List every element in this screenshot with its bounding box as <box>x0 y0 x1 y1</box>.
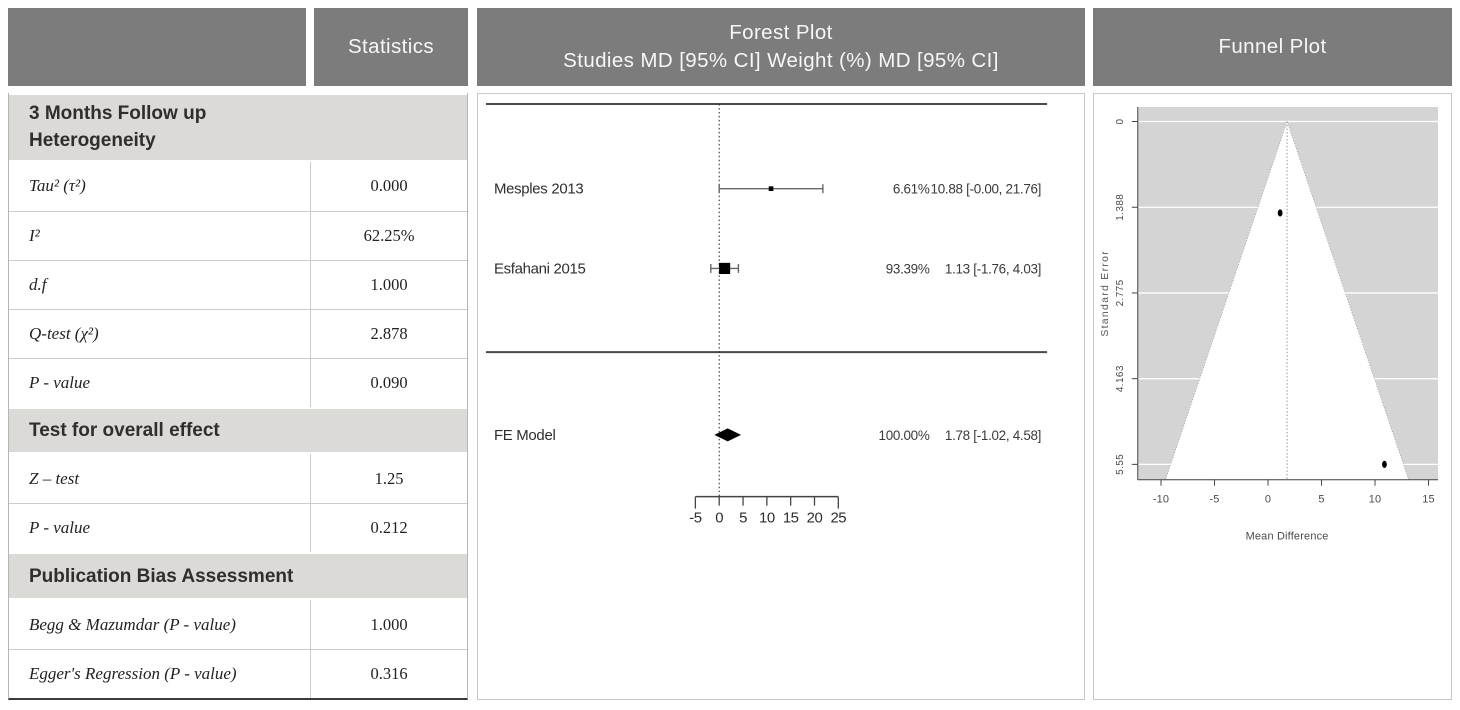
stat-value: 2.878 <box>310 309 467 358</box>
funnel-point <box>1277 209 1283 217</box>
summary-weight: 100.00% <box>879 428 930 443</box>
stat-label: P - value <box>29 372 91 392</box>
header-cell-statistics: Statistics <box>314 8 468 86</box>
stat-value: 1.000 <box>310 600 467 650</box>
stats-table-body: 3 Months Follow up Heterogeneity Tau² (τ²)… <box>8 93 468 700</box>
forest-axis-tick: 10 <box>759 510 775 527</box>
forest-plot-title: Forest Plot <box>729 21 833 45</box>
stat-value: 0.212 <box>310 504 467 553</box>
header-cell-empty <box>8 8 306 86</box>
funnel-plot-svg: 0 1.388 2.775 4.163 5.55 -10 -5 0 5 10 15 Standard … <box>1100 106 1439 543</box>
forest-plot-svg: Mesples 2013 6.61% 10.88 [-0.00, 21.76] Esf… <box>485 102 1048 527</box>
stats-row: Begg & Mazumdar (P - value) 1.000 <box>9 600 467 650</box>
funnel-y-tick: 5.55 <box>1115 454 1126 475</box>
stat-label: Tau² (τ²) <box>29 176 86 196</box>
funnel-x-axis-label: Mean Difference <box>1246 531 1329 543</box>
forest-axis-tick: -5 <box>689 510 701 527</box>
funnel-plot-panel: 0 1.388 2.775 4.163 5.55 -10 -5 0 5 10 15 Standard … <box>1093 93 1452 700</box>
forest-axis-tick: 20 <box>807 510 823 527</box>
stat-value: 0.316 <box>310 650 467 699</box>
forest-axis-tick: 0 <box>715 510 723 527</box>
stats-row: I² 62.25% <box>9 210 467 260</box>
stats-row: d.f 1.000 <box>9 259 467 309</box>
stat-label: Z – test <box>29 468 80 488</box>
stat-value: 62.25% <box>310 211 467 260</box>
stat-value: 0.090 <box>310 358 467 407</box>
funnel-x-tick: 15 <box>1422 494 1435 506</box>
study-weight: 93.39% <box>886 261 930 276</box>
funnel-point <box>1382 460 1387 468</box>
funnel-y-tick: 0 <box>1115 118 1126 124</box>
funnel-y-tick: 2.775 <box>1115 279 1126 306</box>
stats-row: Tau² (τ²) 0.000 <box>9 161 467 211</box>
stat-value: 1.25 <box>310 454 467 504</box>
study-label: Esfahani 2015 <box>494 260 586 277</box>
stat-label: P - value <box>29 518 91 538</box>
forest-plot-panel: Mesples 2013 6.61% 10.88 [-0.00, 21.76] Esf… <box>477 93 1085 700</box>
study-weight: 6.61% <box>893 182 930 197</box>
funnel-plot-title: Funnel Plot <box>1218 35 1327 59</box>
stats-row: Q-test (χ²) 2.878 <box>9 308 467 358</box>
funnel-x-tick: -10 <box>1153 494 1169 506</box>
funnel-y-tick: 4.163 <box>1115 365 1126 392</box>
study-estimate: 10.88 [-0.00, 21.76] <box>931 182 1042 197</box>
stat-label: Egger's Regression (P - value) <box>29 664 237 684</box>
forest-plot-subtitle: Studies MD [95% CI] Weight (%) MD [95% C… <box>563 49 999 72</box>
header-cell-forest-plot: Forest Plot Studies MD [95% CI] Weight (… <box>477 8 1085 86</box>
funnel-x-tick: 10 <box>1369 494 1382 506</box>
stats-row: Egger's Regression (P - value) 0.316 <box>9 649 467 699</box>
funnel-x-tick: -5 <box>1209 494 1219 506</box>
stat-label: Begg & Mazumdar (P - value) <box>29 614 236 634</box>
stats-row: P - value 0.090 <box>9 357 467 407</box>
statistics-header-label: Statistics <box>347 35 435 59</box>
forest-axis-tick: 15 <box>783 510 799 527</box>
stat-label: I² <box>29 225 40 245</box>
funnel-x-tick: 5 <box>1318 494 1324 506</box>
stat-value: 1.000 <box>310 260 467 309</box>
funnel-y-axis-label: Standard Error <box>1100 250 1111 337</box>
header-cell-funnel-plot: Funnel Plot <box>1093 8 1452 86</box>
stat-label: Q-test (χ²) <box>29 323 99 343</box>
study-label: Mesples 2013 <box>494 181 583 198</box>
summary-label: FE Model <box>494 427 556 444</box>
section-header: Publication Bias Assessment <box>9 552 467 601</box>
stats-row: Z – test 1.25 <box>9 454 467 504</box>
forest-axis-tick: 25 <box>830 510 846 527</box>
section-header: 3 Months Follow up Heterogeneity <box>9 93 467 162</box>
study-estimate: 1.13 [-1.76, 4.03] <box>945 261 1041 276</box>
funnel-y-tick: 1.388 <box>1115 194 1126 221</box>
forest-axis-tick: 5 <box>739 510 747 527</box>
stat-label: d.f <box>29 274 47 294</box>
stats-row: P - value 0.212 <box>9 503 467 553</box>
summary-estimate: 1.78 [-1.02, 4.58] <box>945 428 1041 443</box>
section-header: Test for overall effect <box>9 406 467 455</box>
stat-value: 0.000 <box>310 161 467 211</box>
funnel-x-tick: 0 <box>1265 494 1271 506</box>
